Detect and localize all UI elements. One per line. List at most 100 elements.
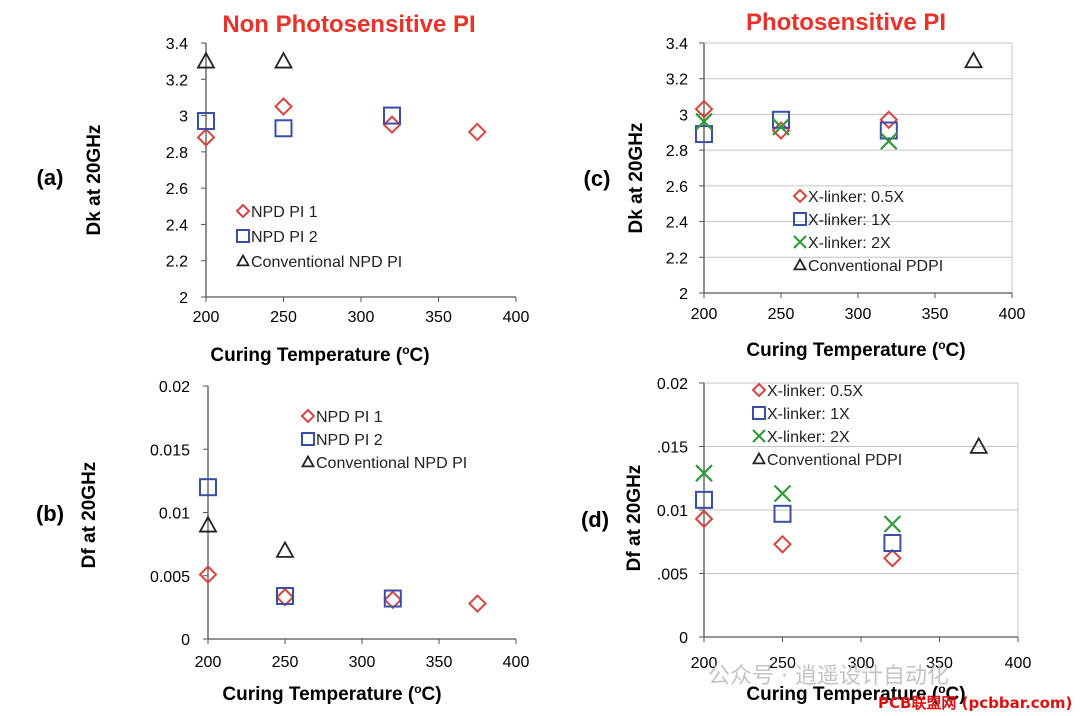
- data-point-square: [695, 490, 713, 509]
- data-point-diamond: [198, 565, 218, 584]
- x-tick-label: 350: [926, 655, 953, 672]
- legend-label: X-linker: 2X: [767, 429, 850, 446]
- x-tick-label: 400: [1005, 655, 1032, 672]
- y-tick-label: 3: [179, 109, 188, 126]
- y-tick-label: .015: [657, 440, 688, 457]
- legend-label: X-linker: 1X: [767, 406, 850, 423]
- y-tick-label: 2.8: [166, 145, 188, 162]
- data-point-diamond: [694, 99, 714, 119]
- legend-label: NPD PI 2: [316, 432, 383, 449]
- y-tick-label: 0.02: [159, 379, 190, 396]
- legend-marker: [301, 432, 315, 446]
- legend-marker: [751, 382, 767, 398]
- legend: NPD PI 1 NPD PI 2 Conventional NPD PI: [300, 408, 467, 472]
- data-point-triangle: [196, 51, 216, 69]
- y-tick-label: 3.2: [666, 72, 688, 89]
- x-tick-label: 300: [845, 306, 872, 323]
- data-point-diamond: [771, 121, 791, 140]
- y-tick-label: 3: [679, 107, 688, 124]
- data-point-diamond: [275, 587, 295, 607]
- legend-label: X-linker: 1X: [808, 212, 891, 229]
- watermark-text: 公众号 · 逍遥设计自动化: [708, 664, 949, 689]
- title-right: Photosensitive PI: [746, 9, 946, 36]
- y-tick-label: 2.8: [666, 143, 688, 160]
- y-tick-label: 3.4: [166, 36, 188, 53]
- x-tick-label: 250: [768, 306, 795, 323]
- data-point-diamond: [382, 115, 402, 135]
- legend-marker: [300, 454, 316, 468]
- legend-label: X-linker: 0.5X: [808, 189, 904, 206]
- title-left: Non Photosensitive PI: [222, 11, 475, 38]
- y-tick-label: 0.005: [150, 569, 190, 586]
- legend: X-linker: 0.5X X-linker: 1X X-linker: 2X Co…: [792, 188, 943, 275]
- legend-marker: [792, 188, 808, 204]
- x-tick-label: 200: [193, 309, 220, 326]
- x-axis-title: Curing Temperature (oC): [746, 682, 965, 705]
- data-point-triangle: [963, 51, 984, 69]
- data-point-diamond: [467, 122, 487, 142]
- y-tick-label: 0.01: [159, 506, 190, 523]
- data-point-diamond: [274, 97, 293, 116]
- data-point-triangle: [969, 436, 989, 454]
- x-tick-label: 400: [503, 654, 530, 671]
- legend-label: Conventional NPD PI: [316, 455, 467, 472]
- y-axis-title: Dk at 20GHz: [626, 123, 647, 234]
- y-tick-label: 2: [679, 286, 688, 303]
- y-tick-label: 0: [181, 632, 190, 649]
- x-tick-label: 200: [691, 306, 718, 323]
- data-point-square: [773, 504, 792, 523]
- x-axis-title: Curing Temperature (oC): [746, 338, 965, 361]
- legend-label: X-linker: 2X: [808, 235, 891, 252]
- y-axis-title: Df at 20GHz: [624, 465, 645, 572]
- data-point-diamond: [468, 594, 487, 613]
- y-tick-label: 0.01: [657, 503, 688, 520]
- data-point-x: [883, 515, 902, 533]
- legend-marker: [793, 212, 807, 226]
- data-point-diamond: [879, 110, 899, 130]
- y-tick-label: 3.4: [666, 36, 688, 53]
- data-point-square: [197, 112, 215, 131]
- legend-marker: [752, 406, 766, 420]
- y-tick-label: 2.2: [166, 254, 188, 271]
- legend-label: NPD PI 1: [316, 409, 383, 426]
- x-tick-label: 300: [348, 309, 375, 326]
- data-point-square: [274, 119, 293, 138]
- y-tick-label: 0.02: [657, 376, 688, 393]
- x-tick-label: 350: [922, 306, 949, 323]
- data-point-triangle: [273, 51, 294, 69]
- y-tick-label: 2.6: [166, 181, 188, 198]
- legend: X-linker: 0.5X X-linker: 1X X-linker: 2X Co…: [751, 382, 902, 469]
- legend-label: Conventional NPD PI: [251, 254, 402, 271]
- y-tick-label: 0.015: [150, 442, 190, 459]
- data-point-square: [883, 534, 902, 553]
- panel-label: (c): [584, 166, 611, 191]
- y-tick-label: 2.6: [666, 179, 688, 196]
- x-tick-label: 200: [691, 655, 718, 672]
- data-point-square: [383, 589, 402, 608]
- data-point-square: [276, 586, 294, 605]
- x-tick-label: 400: [999, 306, 1026, 323]
- chart-panel-d: 0 .005 0.01 .015 0.02 200 250 300 350 400 Curing T…: [581, 376, 1031, 705]
- y-tick-label: 2.2: [666, 250, 688, 267]
- data-point-diamond: [383, 590, 403, 610]
- legend: NPD PI 1 NPD PI 2 Conventional NPD PI: [235, 203, 402, 271]
- x-tick-label: 250: [769, 655, 796, 672]
- data-point-x: [773, 484, 792, 503]
- chart-panel-a: 2 2.2 2.4 2.6 2.8 3 3.2 3.4 200 250 300 350 400 Curin…: [37, 36, 530, 366]
- data-point-triangle: [198, 515, 218, 533]
- data-point-x: [772, 118, 790, 136]
- y-tick-label: 0: [679, 630, 688, 647]
- x-tick-label: 250: [272, 654, 299, 671]
- legend-marker: [235, 203, 251, 219]
- legend-marker: [792, 257, 808, 271]
- y-axis-title: Dk at 20GHz: [84, 125, 105, 236]
- data-point-square: [199, 478, 217, 497]
- legend-label: NPD PI 2: [251, 229, 318, 246]
- y-tick-label: 2.4: [166, 217, 188, 234]
- data-point-square: [383, 106, 401, 125]
- y-tick-label: .005: [657, 567, 688, 584]
- x-tick-label: 400: [503, 309, 530, 326]
- x-axis-title: Curing Temperature (oC): [210, 343, 429, 366]
- legend-marker: [752, 429, 766, 443]
- y-axis-title: Df at 20GHz: [79, 462, 100, 569]
